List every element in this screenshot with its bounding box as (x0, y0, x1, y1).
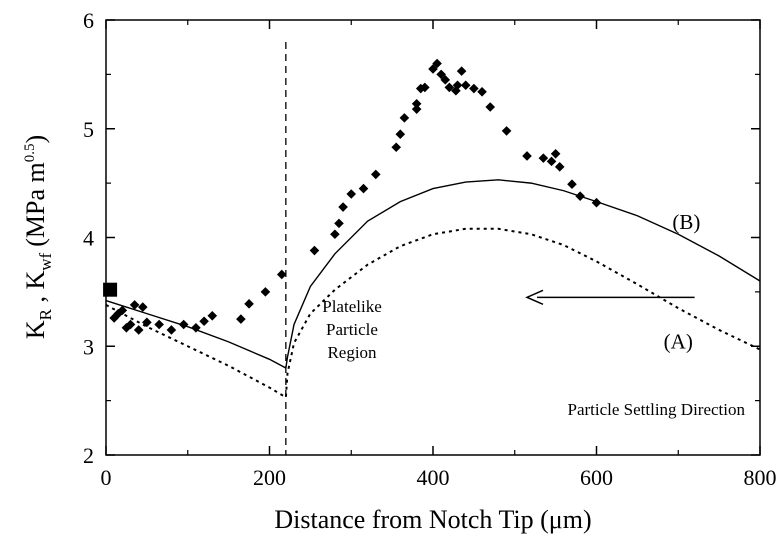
series-lines (105, 42, 761, 455)
data-point-diamond (395, 129, 406, 139)
data-point-diamond (436, 69, 446, 80)
y-axis-title: KR , Kwf(MPa m0.5) (21, 135, 55, 339)
series-label-b: (B) (672, 210, 700, 234)
curve-a-line (105, 227, 761, 400)
y-tick-label: 3 (83, 334, 94, 359)
data-point-diamond (358, 183, 369, 194)
data-point-diamond (411, 98, 422, 109)
y-tick-label: 6 (83, 8, 94, 33)
data-point-diamond (154, 319, 164, 330)
data-point-square (103, 282, 118, 297)
data-point-diamond (199, 316, 209, 327)
data-point-diamond (109, 313, 119, 323)
data-point-diamond (260, 287, 271, 297)
settling-direction-label: Particle Settling Direction (567, 400, 745, 419)
data-point-diamond (399, 113, 410, 123)
data-point-diamond (117, 305, 128, 316)
data-point-diamond (538, 153, 549, 163)
plot-frame (105, 19, 761, 456)
data-point-diamond (420, 82, 430, 93)
data-point-diamond (125, 319, 136, 330)
data-point-diamond (440, 75, 451, 85)
data-point-diamond (591, 197, 602, 208)
x-axis-title: Distance from Notch Tip (μm) (274, 505, 591, 534)
region-label-line2: Particle (326, 320, 378, 339)
data-point-diamond (444, 82, 455, 93)
data-point-diamond (191, 322, 201, 333)
data-point-diamond (522, 151, 532, 161)
series-points (103, 58, 602, 335)
x-tick-label: 600 (580, 465, 613, 490)
data-point-diamond (456, 66, 467, 76)
arrow-head (525, 289, 544, 305)
data-point-diamond (207, 311, 218, 321)
data-point-diamond (550, 148, 561, 159)
y-tick-label: 2 (83, 443, 94, 468)
data-point-diamond (236, 314, 246, 324)
data-point-diamond (244, 299, 254, 309)
x-tick-label: 800 (744, 465, 777, 490)
data-point-diamond (142, 317, 152, 328)
x-tick-label: 0 (101, 465, 112, 490)
data-point-diamond (121, 322, 132, 333)
data-point-diamond (334, 218, 344, 229)
data-point-diamond (575, 191, 585, 201)
series-label-a: (A) (664, 329, 693, 353)
data-point-diamond (452, 80, 463, 91)
data-point-diamond (338, 202, 348, 212)
y-tick-label: 4 (83, 226, 94, 251)
data-point-diamond (178, 319, 189, 330)
data-point-diamond (391, 142, 402, 153)
data-point-diamond (501, 126, 512, 136)
data-point-diamond (346, 189, 357, 199)
data-point-diamond (460, 80, 471, 91)
data-point-diamond (309, 245, 320, 256)
settling-direction-arrow (525, 289, 695, 305)
data-point-diamond (546, 156, 557, 167)
data-point-diamond (554, 162, 565, 172)
data-point-diamond (432, 58, 442, 69)
data-point-diamond (166, 325, 177, 335)
data-point-diamond (411, 104, 422, 114)
data-point-diamond (137, 302, 148, 312)
axis-ticks (105, 19, 761, 456)
y-tick-label: 5 (83, 117, 94, 142)
data-point-diamond (567, 179, 577, 190)
region-label-line3: Region (327, 343, 377, 362)
data-point-diamond (485, 102, 496, 112)
curve-b-line (105, 179, 761, 370)
data-point-diamond (477, 86, 487, 97)
x-tick-label: 200 (253, 465, 286, 490)
data-point-diamond (133, 325, 144, 335)
x-tick-label: 400 (417, 465, 450, 490)
axis-tick-labels: 0 200 400 600 800 2 3 4 5 6 (B) (A) (83, 8, 777, 490)
data-point-diamond (370, 169, 381, 180)
data-point-diamond (415, 83, 426, 94)
region-label-line1: Platelike (322, 297, 381, 316)
data-point-diamond (330, 229, 340, 240)
data-point-diamond (129, 300, 140, 310)
data-point-diamond (276, 269, 287, 280)
data-point-diamond (469, 83, 479, 94)
